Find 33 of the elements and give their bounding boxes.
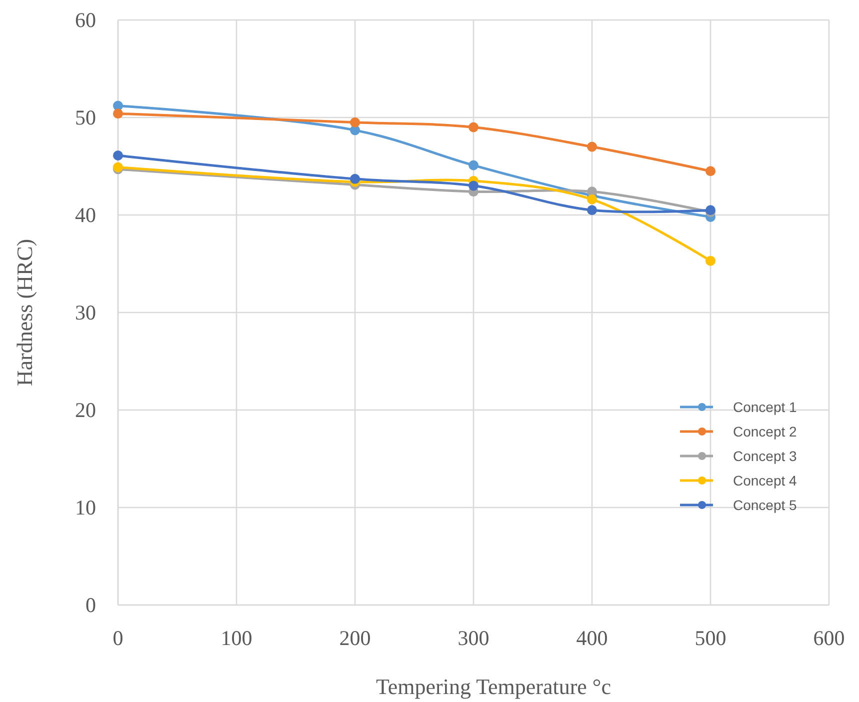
x-tick-label: 100 — [220, 626, 252, 650]
y-tick-label: 10 — [75, 496, 96, 520]
x-tick-label: 200 — [339, 626, 371, 650]
point — [587, 142, 597, 152]
point — [706, 166, 716, 176]
point — [113, 108, 123, 119]
x-tick-label: 300 — [458, 626, 490, 650]
point — [350, 117, 360, 128]
y-tick-label: 0 — [86, 593, 96, 617]
point — [468, 122, 478, 132]
point — [468, 160, 478, 170]
legend-label: Concept 2 — [733, 424, 798, 440]
y-tick-label: 30 — [75, 300, 96, 324]
y-tick-label: 50 — [75, 106, 96, 130]
point — [113, 150, 123, 161]
x-tick-label: 600 — [813, 626, 845, 650]
y-tick-label: 40 — [75, 203, 96, 227]
x-tick-label: 0 — [112, 626, 124, 650]
point — [706, 256, 716, 266]
y-tick-label: 60 — [75, 8, 96, 32]
legend-label: Concept 4 — [733, 472, 798, 488]
legend-label: Concept 1 — [733, 399, 798, 415]
point — [350, 174, 360, 184]
point — [587, 205, 597, 216]
point — [468, 180, 478, 191]
point — [587, 194, 597, 204]
x-axis-title: Tempering Temperature °c — [376, 674, 612, 699]
y-axis-title: Hardness (HRC) — [12, 238, 37, 386]
legend-label: Concept 5 — [733, 497, 798, 513]
x-tick-label: 500 — [694, 626, 726, 650]
legend-label: Concept 3 — [733, 448, 798, 464]
y-tick-label: 20 — [75, 398, 96, 422]
x-tick-label: 400 — [576, 626, 608, 650]
